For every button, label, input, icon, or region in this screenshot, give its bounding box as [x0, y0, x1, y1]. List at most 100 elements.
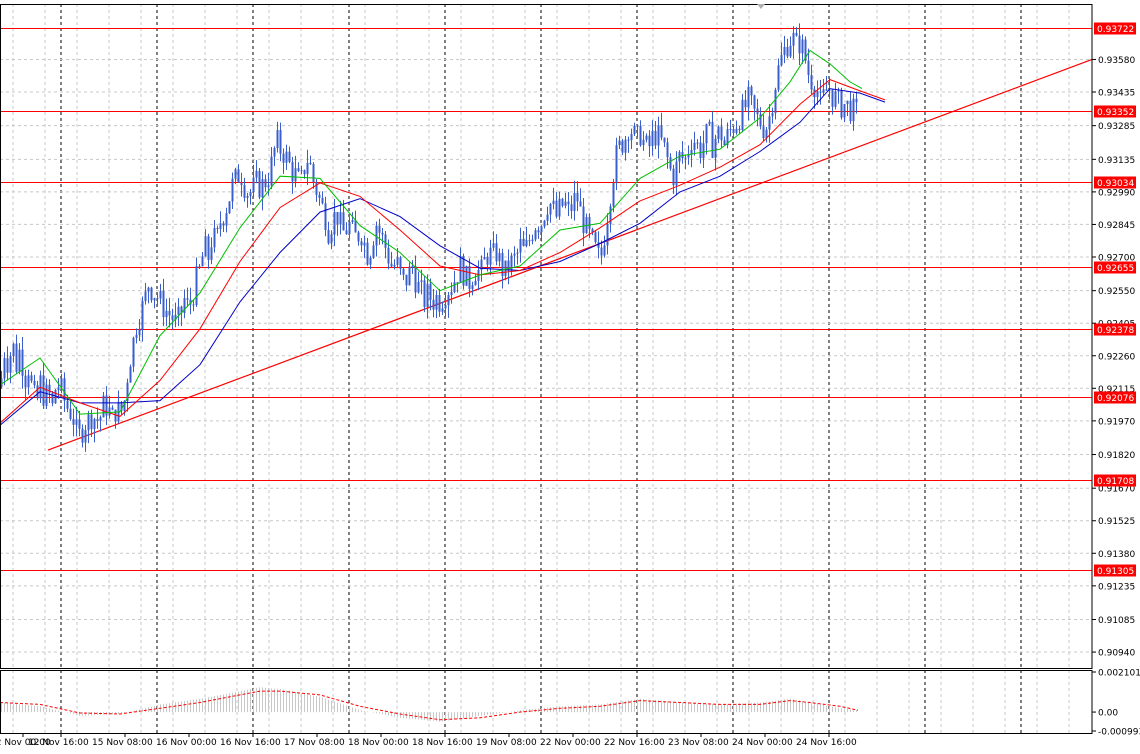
candle-body: [507, 260, 510, 271]
candle: [273, 146, 276, 167]
oscillator-panel: [0, 687, 859, 722]
candle-body: [156, 298, 159, 300]
candle-body: [240, 182, 243, 186]
price-axis: 0.93580 0.93435 0.93285 0.93135 0.92990 0.928…: [1092, 56, 1135, 659]
candle-body: [258, 170, 261, 198]
price-tick-label: 0.91380: [1098, 550, 1135, 560]
candle-body: [60, 378, 63, 388]
candle-body: [135, 334, 138, 338]
candle-body: [534, 230, 537, 240]
candle-body: [165, 310, 168, 318]
candle: [210, 237, 213, 265]
candle-body: [318, 194, 321, 198]
candle: [705, 123, 708, 155]
candle: [720, 118, 723, 148]
candle: [849, 91, 852, 124]
candle: [375, 221, 378, 257]
candle-body: [339, 212, 342, 225]
price-tick-label: 0.92700: [1098, 253, 1135, 263]
candle-body: [669, 157, 672, 169]
candle: [321, 191, 324, 205]
candle-body: [252, 177, 255, 193]
candle-body: [738, 128, 741, 131]
level-label-box: [1094, 474, 1136, 487]
candle-body: [417, 281, 420, 293]
candle-body: [837, 90, 840, 92]
oscillator-panel-border: [0, 670, 1093, 734]
candle: [42, 362, 45, 410]
candle-body: [114, 409, 117, 422]
candle-body: [702, 143, 705, 159]
oscillator-tick-label: -0.000993: [1098, 728, 1140, 738]
candle-body: [750, 86, 753, 96]
candle: [603, 235, 606, 258]
candle: [222, 221, 225, 233]
grid: [0, 4, 1092, 733]
candle: [579, 188, 582, 207]
oscillator-tick-label: 0.002101: [1098, 669, 1140, 679]
candle-body: [306, 162, 309, 175]
candle: [225, 207, 228, 233]
candle-body: [645, 135, 648, 140]
candle-body: [6, 358, 9, 373]
candle-body: [249, 192, 252, 197]
candle-body: [267, 185, 270, 188]
ma-slow-line: [0, 88, 886, 426]
candle: [207, 233, 210, 269]
candle-body: [36, 385, 39, 399]
candle-body: [141, 301, 144, 330]
candle-body: [201, 256, 204, 267]
candle-body: [840, 90, 843, 118]
candle: [552, 187, 555, 210]
level-label: 0.93034: [1097, 179, 1134, 189]
candle-body: [516, 252, 519, 254]
candle-body: [351, 220, 354, 223]
candle: [72, 408, 75, 437]
candle-body: [405, 274, 408, 286]
candle: [399, 255, 402, 275]
candle: [30, 371, 33, 384]
candle: [153, 297, 156, 309]
candle-body: [57, 387, 60, 391]
candle: [816, 80, 819, 105]
candle: [297, 162, 300, 173]
candle-body: [282, 153, 285, 163]
candle-body: [465, 266, 468, 286]
candle-body: [159, 290, 162, 299]
candle: [393, 259, 396, 270]
candle: [426, 274, 429, 319]
candle-body: [111, 407, 114, 410]
time-tick-label: 16 Nov 00:00: [156, 738, 217, 748]
candle-body: [849, 100, 852, 122]
candle: [546, 206, 549, 226]
candle-body: [747, 86, 750, 108]
candle-body: [774, 89, 777, 114]
candle-body: [228, 201, 231, 214]
candle: [801, 34, 804, 64]
candle: [252, 164, 255, 198]
candle-body: [600, 247, 603, 256]
candle-body: [255, 170, 258, 178]
candle-body: [162, 290, 165, 318]
candle-body: [396, 257, 399, 265]
candle-body: [210, 247, 213, 260]
candle: [435, 290, 438, 319]
candle: [81, 424, 84, 448]
candle-body: [234, 169, 237, 179]
candle: [504, 260, 507, 281]
candle: [513, 246, 516, 267]
candle-body: [789, 45, 792, 57]
candle: [717, 125, 720, 144]
candle: [357, 230, 360, 246]
candle: [459, 247, 462, 283]
candle: [69, 398, 72, 421]
candle: [822, 79, 825, 96]
candle-body: [345, 230, 348, 235]
candle-body: [342, 212, 345, 231]
candle: [249, 189, 252, 205]
candle-body: [384, 234, 387, 248]
candle-body: [186, 298, 189, 300]
candle-body: [459, 256, 462, 283]
candle: [354, 210, 357, 233]
